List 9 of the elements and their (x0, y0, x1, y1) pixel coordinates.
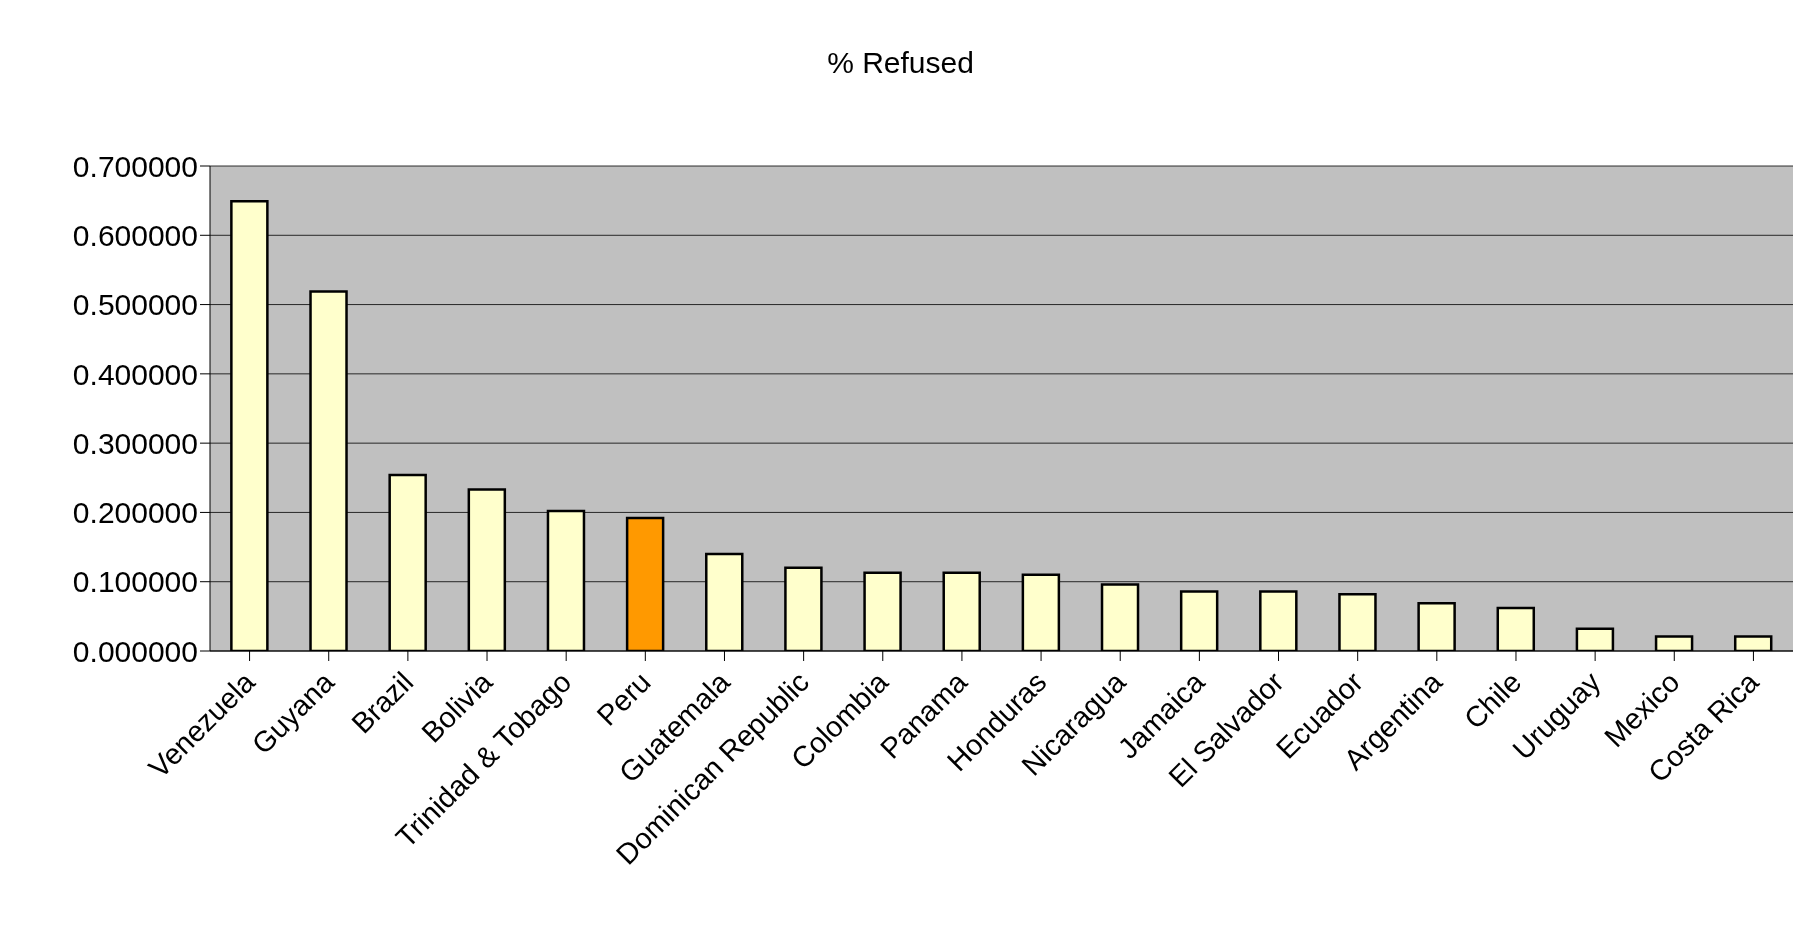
y-tick-label: 0.100000 (72, 565, 198, 599)
chart-title: % Refused (826, 46, 975, 80)
y-tick-label: 0.300000 (72, 426, 198, 460)
y-tick-label: 0.000000 (72, 634, 198, 668)
y-tick-label: 0.500000 (72, 288, 198, 322)
y-tick-label: 0.700000 (72, 149, 198, 183)
y-tick-label: 0.400000 (72, 357, 198, 391)
y-tick-label: 0.200000 (72, 496, 198, 530)
y-tick-label: 0.600000 (72, 218, 198, 252)
